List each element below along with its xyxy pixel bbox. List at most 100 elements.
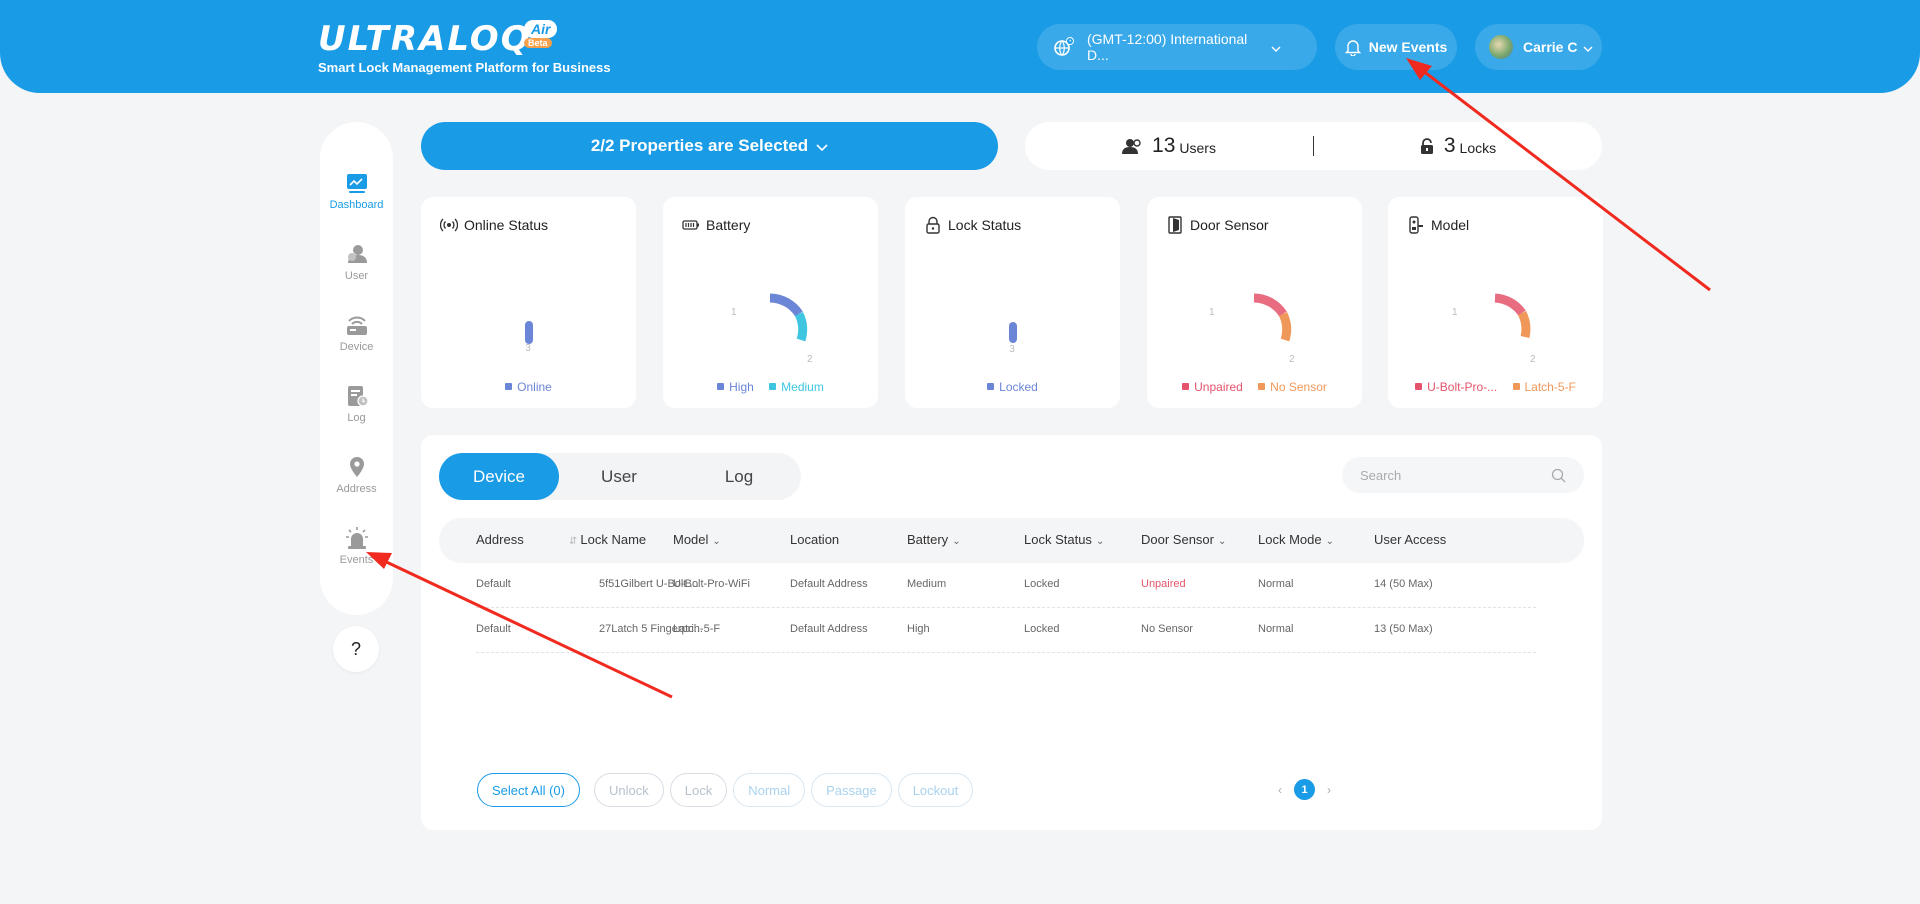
card-online-status[interactable]: Online Status 3 Online xyxy=(421,197,636,408)
column-label: Lock Name xyxy=(580,532,647,547)
chart-legend: Online xyxy=(421,379,636,394)
column-lock-status[interactable]: Lock Status ⌄ xyxy=(1024,532,1104,547)
users-count-value: 13 xyxy=(1152,134,1176,157)
column-label: Lock Mode xyxy=(1258,532,1322,547)
cell-lock-status: Locked xyxy=(1024,578,1060,590)
cell-battery: Medium xyxy=(907,578,947,590)
beta-badge: Beta xyxy=(524,38,552,48)
column-address: Address xyxy=(476,532,524,547)
chevron-down-icon: ⌄ xyxy=(1095,536,1105,547)
chart-value-label: 1 xyxy=(731,307,737,318)
tab-user[interactable]: User xyxy=(601,466,637,486)
legend-label: U-Bolt-Pro-... xyxy=(1427,379,1498,394)
sidebar-item-label: Device xyxy=(339,341,374,353)
cell-location: Default Address xyxy=(790,578,868,590)
help-button[interactable]: ? xyxy=(333,626,379,672)
select-all-button[interactable]: Select All (0) xyxy=(477,773,580,807)
passage-button[interactable]: Passage xyxy=(811,773,892,807)
users-count[interactable]: 13 Users xyxy=(1025,134,1313,158)
card-title-text: Online Status xyxy=(464,217,549,233)
legend-item: Medium xyxy=(769,380,824,394)
legend-item: U-Bolt-Pro-... xyxy=(1415,380,1497,394)
new-events-label: New Events xyxy=(1368,39,1448,55)
column-lock-name[interactable]: ⇵ Lock Name xyxy=(569,532,646,547)
cell-lock-status: Locked xyxy=(1024,623,1060,635)
column-lock-mode[interactable]: Lock Mode ⌄ xyxy=(1258,532,1334,547)
table-header: Address ⇵ Lock Name Model ⌄ Location Batte… xyxy=(439,518,1584,563)
lock-button[interactable]: Lock xyxy=(669,773,728,807)
users-icon xyxy=(1122,139,1141,154)
device-panel: Device User Log Search Address ⇵ Lock Nam… xyxy=(421,435,1602,830)
user-menu[interactable]: Carrie C xyxy=(1475,24,1602,70)
chart-legend: Locked xyxy=(905,379,1120,394)
normal-button[interactable]: Normal xyxy=(733,773,806,807)
card-battery[interactable]: Battery 1 2 High Medium xyxy=(663,197,878,408)
properties-selector[interactable]: 2/2 Properties are Selected xyxy=(421,122,998,170)
legend-item: Locked xyxy=(987,380,1038,394)
brand[interactable]: ULTRALOQ Air Beta Smart Lock Management … xyxy=(318,20,611,75)
top-header: ULTRALOQ Air Beta Smart Lock Management … xyxy=(0,0,1920,93)
next-page-button[interactable]: › xyxy=(1327,782,1331,797)
battery-icon xyxy=(682,220,699,230)
sidebar-item-label: Address xyxy=(336,483,377,495)
bell-icon xyxy=(1344,39,1361,56)
chevron-down-icon: ⌄ xyxy=(952,536,961,547)
cell-model: U-Bolt-Pro-WiFi xyxy=(673,578,750,590)
new-events-button[interactable]: New Events xyxy=(1335,24,1457,70)
legend-label: Latch-5-F xyxy=(1524,379,1576,394)
chevron-down-icon xyxy=(1583,39,1593,55)
table-row[interactable]: Default 5f51Gilbert U-Bolt ... U-Bolt-Pr… xyxy=(476,563,1536,608)
cell-lock-mode: Normal xyxy=(1258,578,1294,590)
column-battery[interactable]: Battery ⌄ xyxy=(907,532,961,547)
search-input[interactable]: Search xyxy=(1342,457,1584,493)
column-door-sensor[interactable]: Door Sensor ⌄ xyxy=(1141,532,1226,547)
cell-location: Default Address xyxy=(790,623,868,635)
chart-value-label: 1 xyxy=(1209,307,1215,318)
chart-legend: Unpaired No Sensor xyxy=(1147,379,1362,394)
users-count-label: Users xyxy=(1179,140,1216,156)
card-door-sensor[interactable]: Door Sensor 1 2 Unpaired No Sensor xyxy=(1147,197,1362,408)
sidebar-item-log[interactable]: Log xyxy=(320,384,393,424)
cell-battery: High xyxy=(907,623,930,635)
table-row[interactable]: Default 27Latch 5 Fingerpri... Latch-5-F… xyxy=(476,608,1536,653)
no-sensor-segment xyxy=(1278,312,1292,342)
sidebar-item-events[interactable]: Events xyxy=(320,526,393,566)
sidebar-item-device[interactable]: Device xyxy=(320,313,393,353)
sidebar-item-dashboard[interactable]: Dashboard xyxy=(320,171,393,211)
column-model[interactable]: Model ⌄ xyxy=(673,532,721,547)
sidebar-item-address[interactable]: Address xyxy=(320,455,393,495)
card-lock-status[interactable]: Lock Status 3 Locked xyxy=(905,197,1120,408)
online-status-chart: 3 xyxy=(525,321,533,354)
globe-clock-icon xyxy=(1053,36,1075,58)
cell-user-access: 13 (50 Max) xyxy=(1374,623,1433,635)
model-chart: 1 2 xyxy=(1452,293,1536,365)
sidebar-item-label: User xyxy=(344,270,369,282)
search-icon xyxy=(1551,468,1566,482)
sidebar-item-user[interactable]: User xyxy=(320,242,393,282)
tab-log[interactable]: Log xyxy=(724,466,754,486)
locks-count[interactable]: 3 Locks xyxy=(1314,134,1602,158)
alarm-icon xyxy=(345,527,368,549)
sidebar-item-label: Log xyxy=(347,412,366,424)
divider xyxy=(1313,136,1314,156)
card-model[interactable]: Model 1 2 U-Bolt-Pro-... Latch-5-F xyxy=(1388,197,1603,408)
high-segment xyxy=(769,293,803,317)
card-title: Online Status xyxy=(440,216,548,234)
locked-bar xyxy=(1009,322,1017,343)
timezone-selector[interactable]: (GMT-12:00) International D... xyxy=(1037,24,1317,70)
lockout-button[interactable]: Lockout xyxy=(897,773,974,807)
bulk-actions: Select All (0) Unlock Lock Normal Passag… xyxy=(477,773,979,807)
user-name: Carrie C xyxy=(1523,39,1578,55)
chart-value-label: 3 xyxy=(525,343,531,354)
cell-address: Default xyxy=(476,623,511,635)
legend-label: Online xyxy=(517,379,552,394)
door-icon xyxy=(1168,216,1182,234)
prev-page-button[interactable]: ‹ xyxy=(1278,782,1282,797)
legend-label: Locked xyxy=(999,379,1038,394)
tab-bar: Device User Log xyxy=(439,453,801,500)
card-title: Lock Status xyxy=(924,216,1021,234)
user-icon xyxy=(347,245,367,263)
unlock-button[interactable]: Unlock xyxy=(593,773,664,807)
tab-device[interactable]: Device xyxy=(439,453,559,500)
page-1-button[interactable]: 1 xyxy=(1294,779,1315,800)
